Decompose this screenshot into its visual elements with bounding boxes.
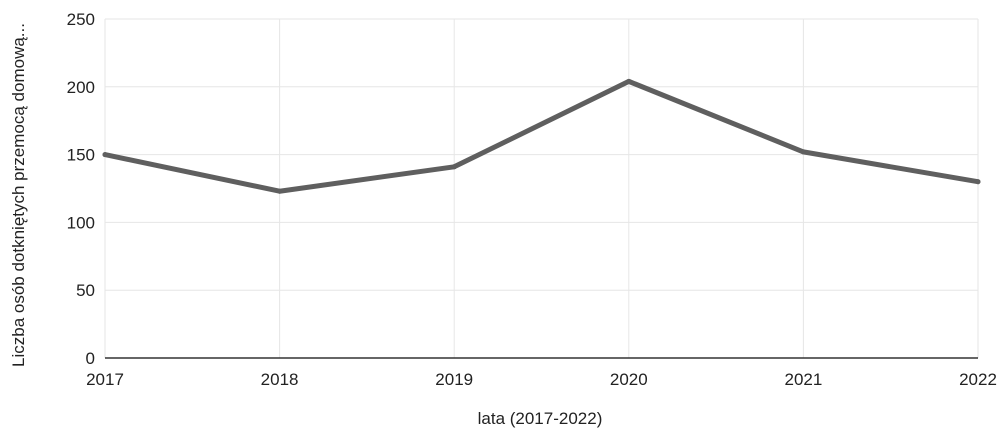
y-tick-label: 250 xyxy=(67,10,95,29)
x-tick-label: 2022 xyxy=(959,370,997,389)
data-point xyxy=(277,188,283,194)
data-point xyxy=(800,149,806,155)
y-tick-label: 0 xyxy=(86,349,95,368)
data-point xyxy=(451,164,457,170)
x-tick-label: 2020 xyxy=(610,370,648,389)
y-tick-label: 150 xyxy=(67,146,95,165)
y-tick-label: 200 xyxy=(67,78,95,97)
label-layer: 0 50 100 150 200 250 2017 2018 2019 2020 2021 2022 xyxy=(67,10,997,389)
series-line xyxy=(102,78,981,194)
x-tick-label: 2018 xyxy=(261,370,299,389)
y-tick-label: 50 xyxy=(76,281,95,300)
x-tick-label: 2021 xyxy=(784,370,822,389)
y-tick-label: 100 xyxy=(67,213,95,232)
x-axis-title: lata (2017-2022) xyxy=(478,409,603,428)
x-tick-label: 2019 xyxy=(435,370,473,389)
data-point xyxy=(626,78,632,84)
x-tick-label: 2017 xyxy=(86,370,124,389)
data-point xyxy=(975,179,981,185)
y-axis-title: Liczba osób dotkniętych przemocą domową.… xyxy=(9,23,28,367)
series-layer xyxy=(102,78,981,194)
data-point xyxy=(102,152,108,158)
grid-layer xyxy=(104,18,979,358)
